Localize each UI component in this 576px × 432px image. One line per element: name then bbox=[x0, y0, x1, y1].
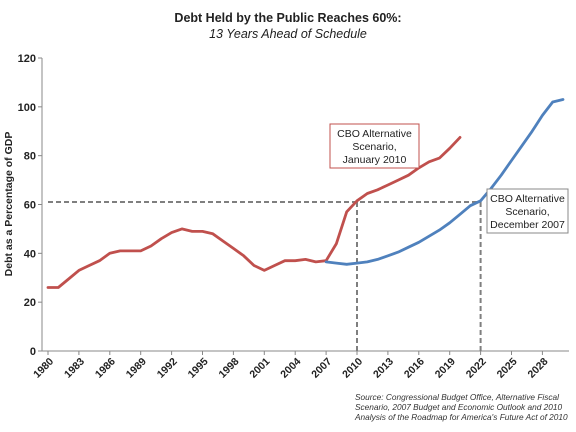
x-tick-label: 2004 bbox=[278, 356, 303, 381]
x-tick-label: 2016 bbox=[402, 356, 427, 381]
y-tick-label: 80 bbox=[24, 151, 36, 163]
x-ticks: 1980 1983 1986 1989 1992 1995 1998 2001 2004 2007… bbox=[31, 351, 551, 381]
y-ticks: 0 20 40 60 80 100 120 bbox=[18, 53, 42, 358]
x-tick-label: 2010 bbox=[340, 356, 365, 381]
source-note: Source: Congressional Budget Office, Alt… bbox=[354, 392, 568, 422]
x-tick-label: 1986 bbox=[93, 356, 118, 381]
annotation-blue-line-2: Scenario, bbox=[505, 206, 549, 218]
x-tick-label: 2013 bbox=[371, 356, 396, 381]
annotation-blue: CBO Alternative Scenario, December 2007 bbox=[486, 188, 569, 234]
annotation-red-box bbox=[329, 123, 420, 169]
annotation-red: CBO Alternative Scenario, January 2010 bbox=[329, 123, 420, 169]
chart-title: Debt Held by the Public Reaches 60%: bbox=[174, 11, 401, 25]
x-tick-label: 2025 bbox=[495, 356, 520, 381]
x-tick-label: 1998 bbox=[217, 356, 242, 381]
y-tick-label: 120 bbox=[18, 53, 36, 65]
y-tick-label: 20 bbox=[24, 297, 36, 309]
reference-lines bbox=[48, 201, 482, 351]
x-tick-label: 1989 bbox=[124, 356, 149, 381]
annotation-blue-line-1: CBO Alternative bbox=[490, 193, 565, 205]
source-line-3: Analysis of the Roadmap for America's Fu… bbox=[354, 412, 568, 422]
y-tick-label: 40 bbox=[24, 248, 36, 260]
y-axis-label: Debt as a Percentage of GDP bbox=[3, 132, 15, 277]
x-tick-label: 2019 bbox=[433, 356, 458, 381]
x-tick-label: 1992 bbox=[155, 356, 180, 381]
x-tick-label: 2007 bbox=[309, 356, 334, 381]
annotation-blue-line-3: December 2007 bbox=[490, 219, 565, 231]
annotation-red-line-2: Scenario, bbox=[352, 141, 396, 153]
annotation-red-line-3: January 2010 bbox=[343, 154, 407, 166]
annotation-blue-box bbox=[486, 188, 569, 234]
annotation-red-line-1: CBO Alternative bbox=[337, 128, 412, 140]
x-tick-label: 2028 bbox=[526, 356, 551, 381]
source-line-2: Scenario, 2007 Budget and Economic Outlo… bbox=[355, 402, 562, 412]
x-tick-label: 1983 bbox=[62, 356, 87, 381]
x-tick-label: 1995 bbox=[186, 356, 211, 381]
y-tick-label: 100 bbox=[18, 102, 36, 114]
series-line-cbo-dec-2007 bbox=[324, 98, 565, 266]
y-tick-label: 60 bbox=[24, 200, 36, 212]
y-tick-label: 0 bbox=[30, 346, 36, 358]
x-tick-label: 1980 bbox=[31, 356, 56, 381]
source-line-1: Source: Congressional Budget Office, Alt… bbox=[355, 392, 560, 402]
x-tick-label: 2022 bbox=[464, 356, 489, 381]
x-tick-label: 2001 bbox=[247, 356, 272, 381]
chart-subtitle: 13 Years Ahead of Schedule bbox=[209, 27, 367, 41]
series-line-cbo-jan-2010 bbox=[46, 135, 462, 289]
